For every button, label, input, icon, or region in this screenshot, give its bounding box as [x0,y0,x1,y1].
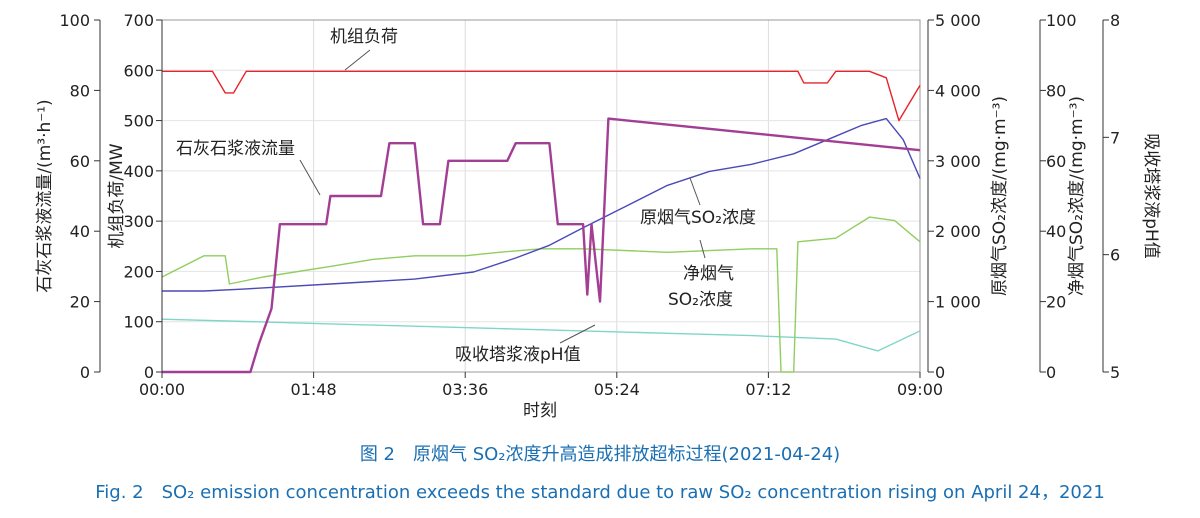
y-tick-label: 1 000 [935,293,981,312]
y-tick-label: 40 [1046,222,1066,241]
plot-frame [161,19,921,373]
annotation-ph: 吸收塔浆液pH值 [455,345,581,365]
axis-ph-ticks: 5 6 7 8 [1103,11,1120,382]
annotation-limestone: 石灰石浆液流量 [176,139,295,159]
y-tick-label: 0 [80,363,90,382]
y-tick-label: 6 [1110,246,1120,265]
y-tick-label: 600 [123,61,154,80]
y-tick-label: 400 [123,162,154,181]
axis-limestone-label: 石灰石浆液流量/(m³·h⁻¹) [35,99,55,292]
y-tick-label: 300 [123,212,154,231]
annotation-load: 机组负荷 [330,27,398,47]
axis-raw-so2-label: 原烟气SO₂浓度/(mg·m⁻³) [990,96,1010,296]
axis-limestone-ticks: 0 20 40 60 80 100 [59,11,100,382]
y-tick-label: 100 [1046,11,1077,30]
y-tick-label: 500 [123,112,154,131]
y-tick-label: 8 [1110,11,1120,30]
figure-caption-en: Fig. 2 SO₂ emission concentration exceed… [95,482,1105,503]
y-tick-label: 700 [123,11,154,30]
y-tick-label: 4 000 [935,81,981,100]
y-tick-label: 7 [1110,128,1120,147]
y-tick-label: 2 000 [935,222,981,241]
axis-raw-so2-ticks: 0 1 000 2 000 3 000 4 000 5 000 [928,11,981,382]
annotation-limestone-leader [299,159,321,196]
series-line-clean_so2 [161,216,921,373]
x-tick-label: 07:12 [745,380,791,399]
series-line-raw_so2 [162,117,921,292]
y-tick-label: 40 [70,222,90,241]
y-tick-label: 60 [1046,152,1066,171]
axis-load-ticks: 0 100 200 300 400 500 600 700 [123,11,162,382]
y-tick-label: 80 [1046,81,1066,100]
figure-caption-cn: 图 2 原烟气 SO₂浓度升高造成排放超标过程(2021-04-24) [359,444,841,465]
y-tick-label: 0 [935,363,945,382]
x-tick-label: 03:36 [442,380,488,399]
annotation-raw-so2: 原烟气SO₂浓度 [640,208,756,228]
x-axis-label: 时刻 [523,401,557,421]
series-layer [161,70,921,374]
x-tick-label: 01:48 [291,380,337,399]
annotation-load-leader [344,49,371,71]
axis-clean-so2-label: 净烟气SO₂浓度/(mg·m⁻³) [1067,96,1087,296]
y-tick-label: 20 [70,293,90,312]
axis-load-label: 机组负荷/MW [107,143,127,248]
y-tick-label: 20 [1046,293,1066,312]
y-tick-label: 80 [70,81,90,100]
y-tick-label: 100 [59,11,90,30]
y-tick-label: 200 [123,262,154,281]
annotation-ph-leader [559,324,596,344]
x-axis-ticks: 00:00 01:48 03:36 05:24 07:12 09:00 [139,372,943,399]
series-line-limestone [162,117,921,374]
y-tick-label: 100 [123,313,154,332]
x-tick-label: 09:00 [897,380,943,399]
grid [161,19,921,373]
y-tick-label: 60 [70,152,90,171]
y-tick-label: 0 [144,363,154,382]
axis-clean-so2-ticks: 0 20 40 60 80 100 [1040,11,1077,382]
annotation-clean-so2-line2: SO₂浓度 [668,290,733,310]
x-tick-label: 00:00 [139,380,185,399]
axis-ph-label: 吸收塔浆液pH值 [1141,133,1161,259]
series-line-load [162,70,921,122]
x-tick-label: 05:24 [594,380,640,399]
annotation-clean-so2-line1: 净烟气 [683,264,734,284]
y-tick-label: 5 [1110,363,1120,382]
y-tick-label: 3 000 [935,152,981,171]
annotation-clean-so2-leader [699,239,706,259]
annotation-raw-so2-leader [689,177,701,206]
y-tick-label: 0 [1046,363,1056,382]
y-tick-label: 5 000 [935,11,981,30]
